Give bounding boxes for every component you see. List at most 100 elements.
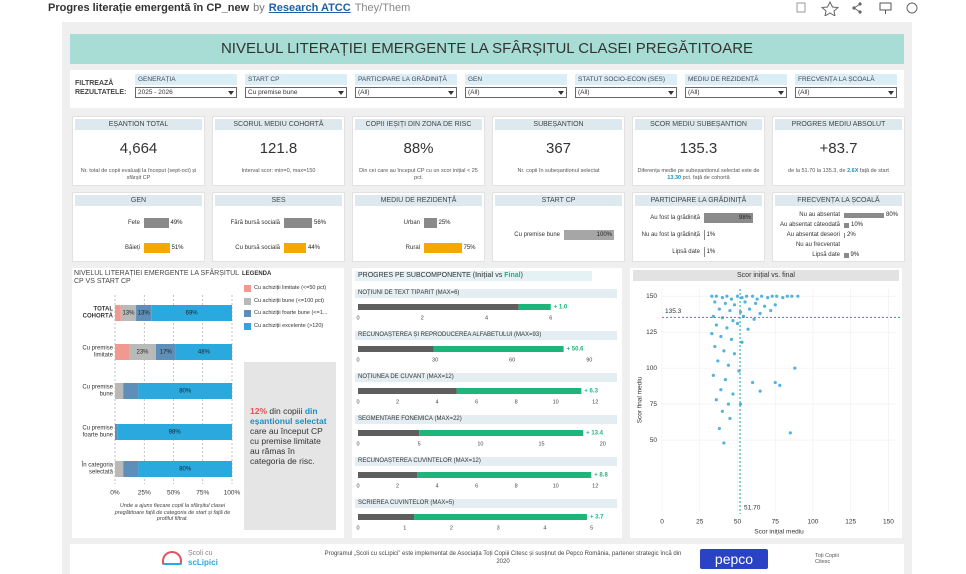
progress-panel: [352, 268, 622, 538]
kpi-value: 4,664: [119, 140, 158, 157]
legend-swatch: [244, 322, 251, 330]
filter-value: (All): [578, 89, 590, 96]
filter-value: (All): [688, 89, 700, 96]
breakdown-label: Băieți: [124, 244, 140, 251]
progress-title-part: ): [520, 272, 523, 279]
progress-title-part: Inițial: [475, 272, 494, 279]
kpi-note: Din cei care au început CP cu un scor in…: [356, 168, 481, 184]
breakdown-label: Fără bursă socială: [230, 219, 280, 226]
tcc-logo: Toți Copiii Citesc: [815, 553, 839, 565]
kpi-title: SCOR MEDIU SUBEȘANTION: [635, 119, 762, 130]
breakdown-value-label: 2%: [847, 232, 856, 238]
dashboard-title: Progres literație emergentă în CP_new: [48, 2, 250, 14]
category-label: În categoria selectată: [81, 462, 113, 476]
breakdown-label: Cu bursă socială: [235, 244, 280, 251]
breakdown-title: FRECVENȚA LA ȘCOALĂ: [775, 195, 902, 206]
kpi-note-part: Diferența medie pe subeșantionul selecta…: [637, 168, 760, 174]
toolbar-icons[interactable]: [792, 0, 922, 16]
filter-dropdown[interactable]: (All): [355, 87, 457, 98]
copy-icon[interactable]: [796, 2, 806, 13]
kpi-title: SCORUL MEDIU COHORTĂ: [215, 119, 342, 130]
kpi-value: 367: [545, 140, 572, 157]
kpi-note-part: 2.6X: [847, 168, 859, 174]
breakdown-title: PARTICIPARE LA GRĂDINIȚĂ: [635, 195, 762, 206]
breakdown-value-label: 25%: [438, 219, 451, 226]
filter-label: STATUT SOCIO-ECON (SES): [575, 74, 677, 85]
kpi-note: Nr. copii în subeșantionul selectat: [496, 168, 621, 184]
dropdown-arrow: [778, 91, 784, 95]
breakdown-bar: [704, 230, 705, 240]
breakdown-value-label: 56%: [314, 219, 327, 226]
breakdown-label: Rural: [405, 244, 420, 251]
breakdown-bar: [284, 217, 312, 228]
author-pronouns: They/Them: [354, 2, 411, 14]
filter-value: 2025 - 2026: [138, 89, 173, 96]
breakdown-bar: [424, 242, 462, 253]
kpi-note: Nr. total de copii evaluați la început (…: [76, 168, 201, 184]
subcomponent-title: NOȚIUNI DE TEXT TIPĂRIT (MAX=6): [355, 289, 617, 298]
author-link[interactable]: Research ATCC: [268, 2, 351, 14]
subcomponent-title: NOȚIUNEA DE CUVÂNT (MAX=12): [355, 373, 617, 382]
kpi-note: de la 51.70 la 135.3, de 2.6X față de st…: [776, 168, 901, 184]
filter-label: GENERAȚIA: [135, 74, 237, 85]
filter-label: PARTICIPARE LA GRĂDINIȚĂ: [355, 74, 457, 85]
filter-dropdown[interactable]: (All): [575, 87, 677, 98]
kpi-note-part: Din cei care au început CP cu un scor in…: [359, 168, 478, 181]
category-label: Cu premise bune: [82, 384, 113, 398]
breakdown-label: Nu au absentat: [799, 211, 840, 218]
breakdown-bar: [564, 230, 614, 240]
breakdown-title: SES: [215, 195, 342, 206]
legend-swatch: [244, 297, 251, 305]
filter-value: (All): [468, 89, 480, 96]
filter-dropdown[interactable]: (All): [685, 87, 787, 98]
stacked-title: NIVELUL LITERAȚIEI EMERGENTE LA SFÂRȘITU…: [74, 270, 239, 285]
kpi-title: COPII IEȘIȚI DIN ZONA DE RISC: [355, 119, 482, 130]
logo-text: Școli cu: [188, 550, 213, 557]
footer-text: Programul „Școli cu scLipici” este imple…: [324, 551, 682, 565]
kpi-note-part: Interval scor: min=0, max=150: [241, 168, 316, 174]
filters-label: FILTREAZĂ REZULTATELE:: [75, 80, 127, 96]
legend-swatch: [244, 285, 251, 292]
legend-label: Cu achiziții excelente (>120): [254, 322, 324, 329]
present-icon[interactable]: [879, 2, 892, 14]
subcomponent-title: SEGMENTARE FONEMICĂ (MAX=22): [355, 415, 617, 424]
breakdown-label: Lipsă date: [812, 251, 840, 258]
filter-value: Cu premise bune: [248, 89, 298, 96]
breakdown-bar: [844, 252, 849, 258]
breakdown-value-label: 75%: [463, 244, 476, 251]
banner: NIVELUL LITERAȚIEI EMERGENTE LA SFÂRȘITU…: [70, 34, 904, 64]
stacked-note: Unde a ajuns fiecare copil la sfârșitul …: [114, 503, 231, 522]
breakdown-bar: [704, 213, 753, 224]
filter-value: (All): [798, 89, 810, 96]
breakdown-bar: [844, 212, 884, 218]
breakdown-bar: [144, 217, 169, 228]
breakdown-value-label: 100%: [596, 232, 612, 238]
by-text: by: [253, 2, 265, 14]
filter-dropdown[interactable]: 2025 - 2026: [135, 87, 237, 98]
breakdown-bar: [284, 242, 306, 253]
filter-dropdown[interactable]: (All): [795, 87, 897, 98]
breakdown-title: MEDIU DE REZIDENȚĂ: [355, 195, 482, 206]
breakdown-label: Nu au fost la grădiniță: [641, 231, 700, 238]
breakdown-label: Cu premise bune: [514, 231, 560, 238]
filter-dropdown[interactable]: Cu premise bune: [245, 87, 347, 98]
filter-label: MEDIU DE REZIDENȚĂ: [685, 74, 787, 85]
callout-text: 12% din copiii din eșantionul selectat c…: [250, 406, 332, 466]
kpi-note-part: Nr. total de copii evaluați la început (…: [80, 168, 197, 181]
kpi-note-part: de la 51.70 la 135.3, de: [788, 168, 848, 174]
favorite-icon[interactable]: [820, 0, 840, 16]
legend-label: Cu achiziții foarte bune (<=1...: [254, 310, 328, 316]
kpi-value: +83.7: [819, 140, 858, 157]
callout-part: 12%: [250, 406, 268, 416]
dropdown-arrow: [448, 91, 454, 95]
share-icon[interactable]: [852, 2, 862, 14]
info-icon[interactable]: [906, 2, 918, 14]
progress-title-part: PROGRES PE SUBCOMPONENTE (: [358, 272, 476, 279]
filter-label: FRECVENȚA LA ȘCOALĂ: [795, 74, 897, 85]
kpi-value: 88%: [403, 140, 434, 157]
kpi-note: Diferența medie pe subeșantionul selecta…: [636, 168, 761, 184]
filter-dropdown[interactable]: (All): [465, 87, 567, 98]
breakdown-value-label: 51%: [171, 244, 184, 251]
breakdown-value-label: 44%: [308, 244, 321, 251]
